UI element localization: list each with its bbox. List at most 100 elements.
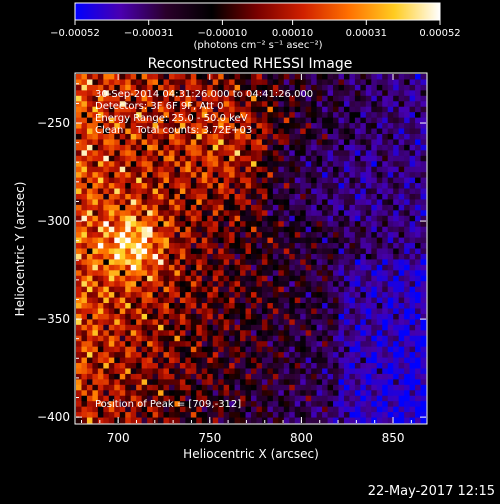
heatmap-cell bbox=[420, 253, 427, 260]
heatmap-cell bbox=[81, 384, 88, 391]
heatmap-cell bbox=[415, 275, 421, 282]
heatmap-cell bbox=[322, 275, 328, 282]
heatmap-cell bbox=[267, 297, 274, 304]
heatmap-cell bbox=[404, 275, 410, 282]
heatmap-cell bbox=[136, 144, 143, 151]
heatmap-cell bbox=[97, 264, 104, 271]
heatmap-cell bbox=[147, 226, 153, 233]
heatmap-cell bbox=[333, 286, 339, 293]
heatmap-cell bbox=[272, 243, 279, 249]
heatmap-cell bbox=[294, 215, 301, 222]
heatmap-cell bbox=[234, 226, 241, 233]
heatmap-cell bbox=[415, 172, 421, 179]
heatmap-cell bbox=[333, 303, 339, 309]
heatmap-cell bbox=[76, 232, 82, 238]
heatmap-cell bbox=[141, 281, 148, 288]
heatmap-cell bbox=[201, 330, 208, 337]
heatmap-cell bbox=[283, 150, 290, 157]
heatmap-cell bbox=[349, 243, 356, 249]
heatmap-cell bbox=[196, 412, 203, 418]
heatmap-cell bbox=[212, 395, 219, 402]
heatmap-cell bbox=[300, 281, 307, 288]
heatmap-cell bbox=[371, 292, 378, 298]
heatmap-cell bbox=[103, 308, 110, 315]
heatmap-cell bbox=[354, 232, 361, 238]
heatmap-cell bbox=[76, 204, 82, 211]
heatmap-cell bbox=[234, 248, 241, 255]
heatmap-cell bbox=[360, 243, 367, 249]
heatmap-cell bbox=[415, 352, 421, 358]
heatmap-cell bbox=[196, 417, 203, 424]
heatmap-cell bbox=[240, 101, 246, 108]
heatmap-cell bbox=[108, 406, 115, 413]
heatmap-cell bbox=[223, 292, 230, 298]
heatmap-cell bbox=[130, 79, 137, 86]
heatmap-cell bbox=[240, 188, 246, 195]
heatmap-cell bbox=[354, 270, 361, 277]
heatmap-cell bbox=[349, 406, 356, 413]
heatmap-cell bbox=[404, 292, 410, 298]
heatmap-cell bbox=[114, 204, 121, 211]
heatmap-cell bbox=[174, 193, 181, 200]
heatmap-cell bbox=[125, 363, 132, 369]
heatmap-cell bbox=[103, 275, 110, 282]
heatmap-cell bbox=[108, 330, 115, 337]
heatmap-cell bbox=[218, 166, 225, 173]
heatmap-cell bbox=[333, 237, 339, 244]
heatmap-cell bbox=[382, 123, 389, 129]
heatmap-cell bbox=[141, 417, 148, 424]
heatmap-cell bbox=[376, 128, 383, 135]
heatmap-cell bbox=[393, 281, 400, 288]
heatmap-cell bbox=[185, 286, 192, 293]
heatmap-cell bbox=[360, 232, 367, 238]
heatmap-cell bbox=[300, 106, 307, 113]
heatmap-cell bbox=[218, 363, 225, 369]
heatmap-cell bbox=[393, 330, 400, 337]
heatmap-cell bbox=[343, 237, 350, 244]
heatmap-cell bbox=[179, 335, 186, 342]
heatmap-cell bbox=[338, 150, 345, 157]
heatmap-cell bbox=[343, 112, 350, 119]
heatmap-cell bbox=[158, 352, 164, 358]
heatmap-cell bbox=[119, 133, 126, 140]
heatmap-cell bbox=[97, 226, 104, 233]
heatmap-cell bbox=[327, 128, 334, 135]
heatmap-cell bbox=[294, 226, 301, 233]
heatmap-cell bbox=[212, 417, 219, 424]
heatmap-cell bbox=[360, 390, 367, 397]
heatmap-cell bbox=[212, 133, 219, 140]
heatmap-cell bbox=[393, 199, 400, 206]
heatmap-cell bbox=[349, 286, 356, 293]
heatmap-cell bbox=[267, 357, 274, 364]
heatmap-cell bbox=[223, 74, 230, 80]
heatmap-cell bbox=[387, 177, 394, 184]
heatmap-cell bbox=[185, 243, 192, 249]
x-tick-label: 850 bbox=[382, 431, 405, 445]
heatmap-cell bbox=[81, 368, 88, 375]
heatmap-cell bbox=[272, 112, 279, 119]
heatmap-cell bbox=[103, 401, 110, 408]
heatmap-cell bbox=[354, 357, 361, 364]
heatmap-cell bbox=[158, 248, 164, 255]
heatmap-cell bbox=[201, 406, 208, 413]
heatmap-cell bbox=[234, 341, 241, 348]
heatmap-cell bbox=[289, 275, 296, 282]
heatmap-cell bbox=[97, 346, 104, 353]
heatmap-cell bbox=[327, 286, 334, 293]
heatmap-cell bbox=[327, 166, 334, 173]
heatmap-cell bbox=[256, 330, 263, 337]
heatmap-cell bbox=[76, 270, 82, 277]
heatmap-cell bbox=[272, 133, 279, 140]
heatmap-cell bbox=[294, 183, 301, 189]
heatmap-cell bbox=[272, 139, 279, 146]
heatmap-cell bbox=[218, 123, 225, 129]
heatmap-cell bbox=[283, 308, 290, 315]
heatmap-cell bbox=[338, 248, 345, 255]
heatmap-cell bbox=[76, 352, 82, 358]
heatmap-cell bbox=[420, 297, 427, 304]
heatmap-cell bbox=[141, 341, 148, 348]
heatmap-cell bbox=[311, 346, 318, 353]
heatmap-cell bbox=[119, 286, 126, 293]
heatmap-cell bbox=[245, 161, 252, 168]
heatmap-cell bbox=[207, 150, 214, 157]
